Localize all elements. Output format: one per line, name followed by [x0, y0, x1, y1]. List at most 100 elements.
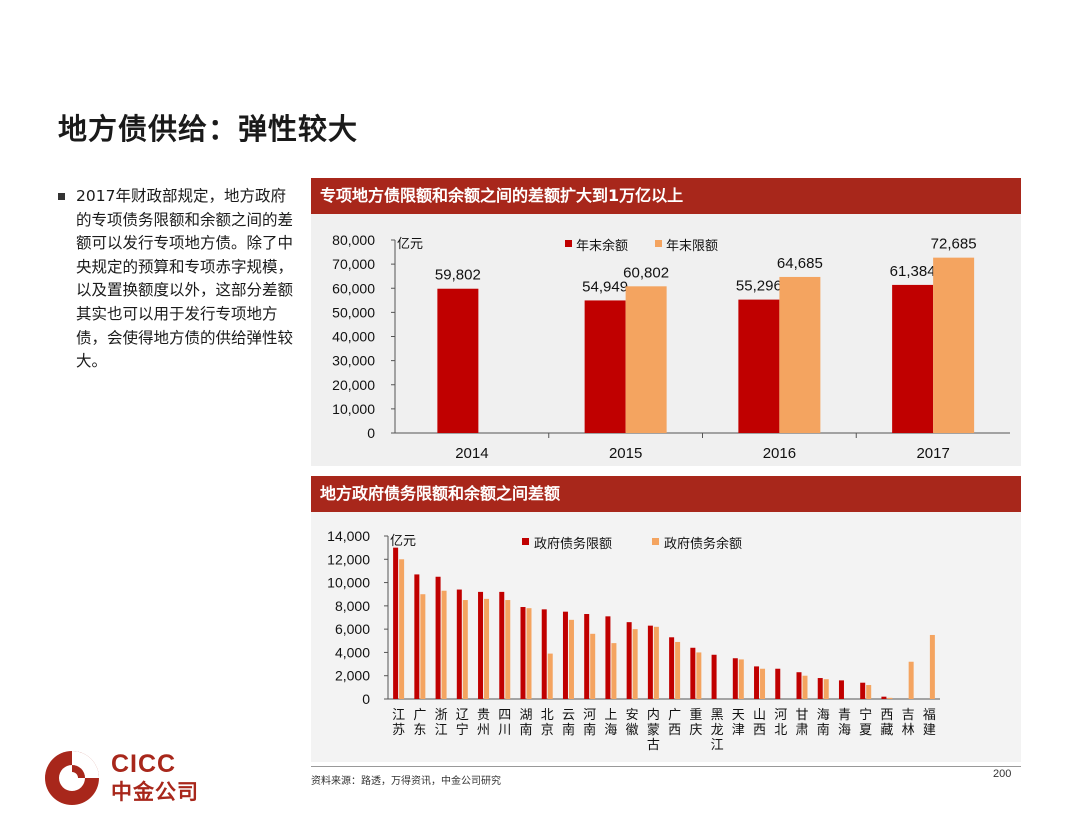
chart2-bar-limit — [838, 680, 844, 699]
bullet-paragraph: 2017年财政部规定，地方政府的专项债务限额和余额之间的差额可以发行专项地方债。… — [58, 185, 293, 374]
chart2-y-tick-label: 6,000 — [335, 621, 370, 637]
chart2-bar-limit — [732, 658, 738, 699]
chart1-data-label: 55,296 — [736, 278, 782, 295]
chart1-y-tick-label: 80,000 — [332, 232, 375, 248]
chart2-bar-balance — [632, 629, 638, 699]
chart2-x-label: 上海 — [604, 707, 617, 737]
chart2-bar-balance — [420, 594, 426, 699]
chart1-y-tick-label: 30,000 — [332, 353, 375, 369]
chart2-legend-swatch — [652, 538, 659, 545]
chart2-bar-limit — [754, 666, 760, 699]
chart1-data-label: 54,949 — [582, 278, 628, 295]
chart2-x-label: 海南 — [817, 707, 830, 737]
chart2-x-label: 辽宁 — [456, 707, 469, 737]
bullet-square-icon — [58, 193, 65, 200]
chart1-bar-balance — [892, 284, 934, 433]
chart2-bar-balance — [526, 608, 532, 699]
chart1-legend-swatch — [655, 240, 662, 247]
chart2-bar-balance — [887, 697, 893, 699]
chart2-bar-limit — [605, 616, 611, 699]
chart2-bar-limit — [796, 672, 802, 699]
chart2-x-label: 云南 — [562, 707, 575, 737]
page-number: 200 — [993, 768, 1012, 780]
chart1-bar-balance — [584, 300, 626, 433]
chart2-bar-balance — [611, 643, 617, 699]
chart2-bar-limit — [414, 574, 420, 699]
logo-chinese: 中金公司 — [111, 780, 199, 804]
chart2-x-label: 河南 — [583, 707, 596, 737]
chart2-bar-balance — [908, 661, 914, 699]
chart1-plot: 0 10,000 20,000 30,000 40,000 50,000 60,000 70,… — [332, 232, 1010, 462]
chart1-x-label: 2014 — [455, 445, 488, 462]
chart2-bar-limit — [669, 637, 675, 699]
chart2-bar-balance — [462, 600, 468, 699]
chart1-data-label: 60,802 — [623, 264, 669, 281]
chart2-x-label: 广东 — [413, 707, 426, 737]
chart2-legend-label: 政府债务限额 — [534, 536, 612, 551]
chart2-bar-balance — [568, 619, 574, 699]
chart2-bar-balance — [441, 590, 447, 699]
chart1-data-label: 72,685 — [931, 236, 977, 253]
chart2-bar-limit — [562, 611, 568, 699]
chart2-bar-limit — [690, 647, 696, 699]
chart1-bar-limit — [933, 257, 975, 433]
chart1-bar-limit — [625, 286, 667, 433]
chart1-bar-balance — [738, 299, 780, 433]
chart2-bar-balance — [696, 652, 702, 699]
chart2-x-label: 吉林 — [902, 707, 915, 737]
chart1-y-tick-label: 20,000 — [332, 377, 375, 393]
chart2-y-tick-label: 0 — [362, 691, 370, 707]
chart1-y-tick-label: 50,000 — [332, 304, 375, 320]
chart2-y-unit: 亿元 — [390, 533, 416, 548]
chart1-y-tick-label: 10,000 — [332, 401, 375, 417]
chart2-bar-limit — [435, 576, 441, 699]
chart2-bar-balance — [505, 600, 511, 699]
chart2-title: 地方政府债务限额和余额之间差额 — [311, 476, 1021, 512]
chart1-y-unit: 亿元 — [397, 236, 423, 251]
chart1-y-tick-label: 60,000 — [332, 280, 375, 296]
chart2-bar-balance — [760, 668, 766, 699]
chart2-panel — [311, 512, 1021, 762]
chart2-bar-limit — [456, 589, 462, 699]
chart1-x-label: 2015 — [609, 445, 642, 462]
chart1-title: 专项地方债限额和余额之间的差额扩大到1万亿以上 — [311, 178, 1021, 214]
chart2-bar-balance — [866, 685, 872, 699]
bullet-text: 2017年财政部规定，地方政府的专项债务限额和余额之间的差额可以发行专项地方债。… — [76, 187, 294, 371]
chart2-bar-limit — [775, 668, 781, 699]
chart2-bar-limit — [393, 547, 399, 699]
chart2-x-label: 重庆 — [689, 707, 702, 737]
chart2-bar-balance — [675, 641, 681, 699]
chart2-plot: 0 2,000 4,000 6,000 8,000 10,000 12,000 14,000 亿… — [327, 528, 940, 752]
chart2-y-tick-label: 2,000 — [335, 668, 370, 684]
chart1-data-label: 59,802 — [435, 267, 481, 284]
chart2-bar-balance — [738, 659, 744, 699]
chart1-data-label: 64,685 — [777, 255, 823, 272]
chart2-x-label: 内蒙古 — [647, 707, 660, 752]
cicc-logo-icon — [45, 751, 99, 805]
chart2-bar-balance — [653, 626, 659, 699]
source-note: 资料来源：路透，万得资讯，中金公司研究 — [311, 776, 501, 787]
logo-latin: CICC — [111, 750, 177, 778]
chart1-y-tick-label: 70,000 — [332, 256, 375, 272]
chart1-x-label: 2016 — [763, 445, 796, 462]
chart2-y-tick-label: 4,000 — [335, 644, 370, 660]
chart1-x-label: 2017 — [916, 445, 949, 462]
page-title: 地方债供给：弹性较大 — [58, 112, 359, 146]
chart2-bar-limit — [584, 614, 590, 699]
chart1-y-tick-label: 40,000 — [332, 329, 375, 345]
chart2-bar-balance — [399, 559, 405, 699]
chart2-bar-limit — [881, 696, 887, 699]
chart2-bar-balance — [802, 675, 808, 699]
chart1-bar-balance — [437, 288, 479, 433]
chart2-x-label: 湖南 — [519, 707, 532, 737]
chart2-bar-limit — [647, 625, 653, 699]
chart2-bar-limit — [860, 682, 866, 699]
chart2-y-tick-label: 12,000 — [327, 551, 370, 567]
chart2-x-label: 青海 — [838, 707, 851, 737]
chart2-x-label: 黑龙江 — [711, 707, 724, 752]
chart1-legend-swatch — [565, 240, 572, 247]
chart2-x-label: 西藏 — [880, 707, 893, 737]
footer-divider — [311, 766, 1021, 767]
chart2-x-label: 宁夏 — [859, 707, 872, 737]
chart2-y-tick-label: 10,000 — [327, 575, 370, 591]
